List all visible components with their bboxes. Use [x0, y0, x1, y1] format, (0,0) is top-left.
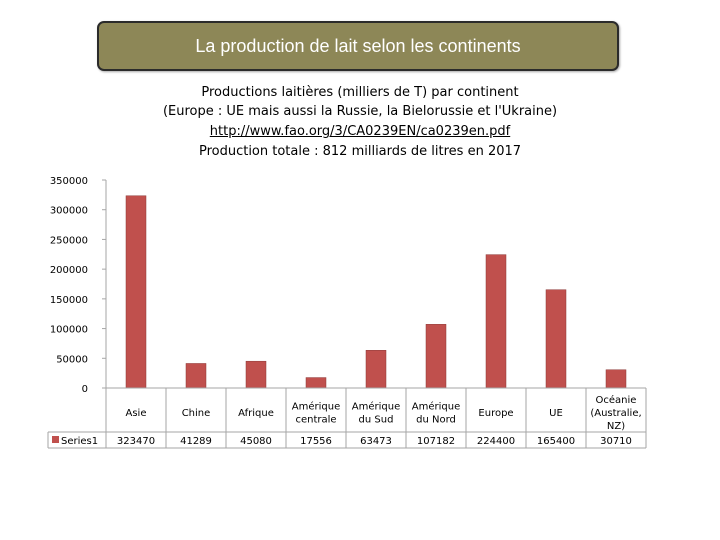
chart-title-line-4: Production totale : 812 milliards de lit… [198, 144, 522, 159]
legend-swatch [52, 436, 59, 443]
y-tick-label: 200000 [50, 265, 88, 276]
x-category-label: Europe [478, 408, 513, 419]
y-tick-label: 150000 [50, 295, 88, 306]
bar-2 [185, 363, 207, 389]
data-table-value: 224400 [477, 436, 515, 447]
x-category-label: Chine [182, 408, 211, 419]
chart-title-line-1: Productions laitières (milliers de T) pa… [201, 85, 519, 100]
bar-7 [485, 254, 507, 389]
x-category-label: du Nord [416, 415, 456, 426]
data-table-value: 45080 [240, 436, 272, 447]
y-tick-label: 300000 [50, 206, 88, 217]
y-tick-label: 0 [82, 384, 88, 395]
data-table-value: 17556 [300, 436, 332, 447]
x-category-label: Amérique [352, 401, 400, 413]
bar-3 [245, 360, 267, 389]
x-category-label: Asie [126, 408, 147, 419]
x-category-label: UE [549, 408, 563, 419]
title-banner: La production de lait selon les continen… [97, 21, 619, 71]
x-category-label: du Sud [359, 415, 394, 426]
x-category-label: NZ) [607, 421, 625, 432]
x-category-label: Afrique [238, 408, 274, 419]
bar-1 [125, 195, 147, 389]
bar-9 [605, 369, 627, 389]
y-tick-label: 350000 [50, 176, 88, 187]
x-category-label: Océanie [596, 394, 637, 406]
page-title: La production de lait selon les continen… [195, 35, 521, 56]
legend-series-name: Series1 [61, 436, 98, 447]
chart-title-line-2: (Europe : UE mais aussi la Russie, la Bi… [162, 104, 558, 119]
data-table-value: 165400 [537, 436, 575, 447]
y-tick-label: 100000 [50, 325, 88, 336]
y-tick-label: 250000 [50, 235, 88, 246]
bar-8 [545, 289, 567, 389]
data-table-value: 63473 [360, 436, 392, 447]
bar-6 [425, 324, 447, 389]
data-table-value: 323470 [117, 436, 155, 447]
x-category-label: centrale [295, 415, 336, 426]
y-tick-label: 50000 [56, 354, 88, 365]
x-category-label: (Australie, [590, 408, 641, 419]
data-table-value: 30710 [600, 436, 632, 447]
x-category-label: Amérique [292, 401, 340, 413]
x-category-label: Amérique [412, 401, 460, 413]
source-link[interactable]: http://www.fao.org/3/CA0239EN/ca0239en.p… [209, 124, 511, 139]
bar-5 [365, 350, 387, 389]
data-table-value: 41289 [180, 436, 212, 447]
data-table-value: 107182 [417, 436, 455, 447]
bar-4 [305, 377, 327, 389]
